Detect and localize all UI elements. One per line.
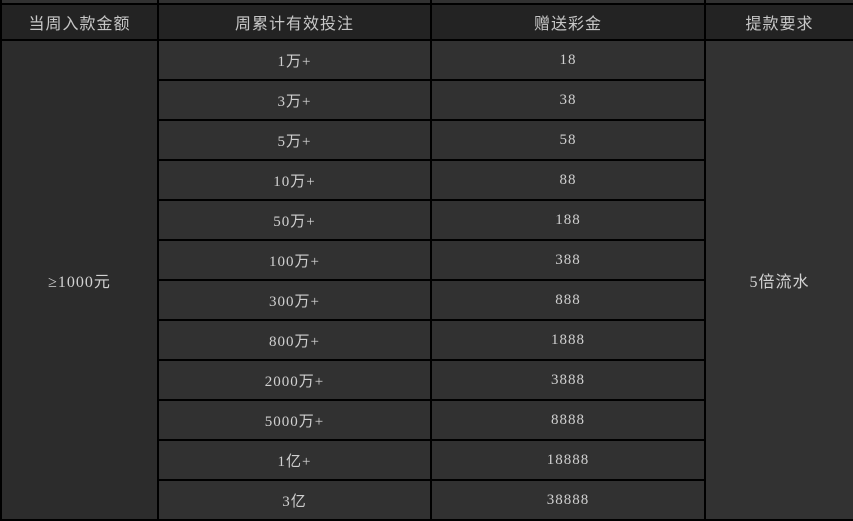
bonus-amount-cell: 1888 [432,321,706,361]
bonus-amount-cell: 888 [432,281,706,321]
tier-row: ≥1000元 1万+ 18 5倍流水 [2,41,853,521]
tier-row: 800万+ 1888 [2,321,853,361]
sliver-cell [706,0,853,5]
bonus-amount-cell: 88 [432,161,706,201]
bonus-amount-cell: 8888 [432,401,706,441]
bonus-amount-cell: 38888 [432,481,706,521]
col-header-deposit-amount: 当周入款金额 [2,5,159,41]
cropped-row-sliver [2,0,853,5]
tier-row: 100万+ 388 [2,241,853,281]
bet-tier-cell: 1万+ [159,41,432,81]
sliver-cell [2,0,159,5]
tier-row: 3亿 38888 [2,481,853,521]
bet-tier-cell: 100万+ [159,241,432,281]
bet-tier-cell: 3万+ [159,81,432,121]
tier-row: 3万+ 38 [2,81,853,121]
header-row: 当周入款金额 周累计有效投注 赠送彩金 提款要求 [2,5,853,41]
bet-tier-cell: 10万+ [159,161,432,201]
bonus-amount-cell: 58 [432,121,706,161]
sliver-cell [432,0,706,5]
tier-row: 10万+ 88 [2,161,853,201]
tier-row: 300万+ 888 [2,281,853,321]
bet-tier-cell: 3亿 [159,481,432,521]
tier-row: 50万+ 188 [2,201,853,241]
bonus-amount-cell: 188 [432,201,706,241]
bonus-amount-cell: 18 [432,41,706,81]
tier-row: 2000万+ 3888 [2,361,853,401]
bet-tier-cell: 5万+ [159,121,432,161]
bonus-amount-cell: 3888 [432,361,706,401]
bet-tier-cell: 1亿+ [159,441,432,481]
withdrawal-requirement-cell: 5倍流水 [706,41,853,521]
bet-tier-cell: 5000万+ [159,401,432,441]
bonus-amount-cell: 388 [432,241,706,281]
col-header-bonus: 赠送彩金 [432,5,706,41]
bonus-amount-cell: 38 [432,81,706,121]
bonus-amount-cell: 18888 [432,441,706,481]
col-header-weekly-valid-bets: 周累计有效投注 [159,5,432,41]
bet-tier-cell: 50万+ [159,201,432,241]
col-header-withdrawal-requirement: 提款要求 [706,5,853,41]
tier-row: 5万+ 58 [2,121,853,161]
sliver-cell [159,0,432,5]
tier-row: 5000万+ 8888 [2,401,853,441]
bet-tier-cell: 2000万+ [159,361,432,401]
bet-tier-cell: 300万+ [159,281,432,321]
tier-row: 1亿+ 18888 [2,441,853,481]
deposit-amount-cell: ≥1000元 [2,41,159,521]
bet-tier-cell: 800万+ [159,321,432,361]
